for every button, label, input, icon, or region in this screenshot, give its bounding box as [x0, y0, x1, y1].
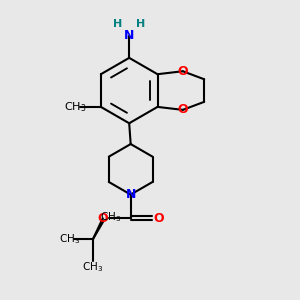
- Text: N: N: [124, 29, 134, 42]
- Text: CH$_3$: CH$_3$: [82, 260, 103, 274]
- Text: N: N: [125, 188, 136, 201]
- Text: H: H: [113, 19, 122, 29]
- Text: O: O: [178, 65, 188, 78]
- Text: CH$_3$: CH$_3$: [100, 210, 122, 224]
- Text: CH$_3$: CH$_3$: [58, 232, 80, 246]
- Text: O: O: [153, 212, 164, 225]
- Text: CH$_3$: CH$_3$: [64, 100, 86, 114]
- Text: O: O: [98, 212, 108, 225]
- Text: H: H: [136, 19, 145, 29]
- Text: O: O: [178, 103, 188, 116]
